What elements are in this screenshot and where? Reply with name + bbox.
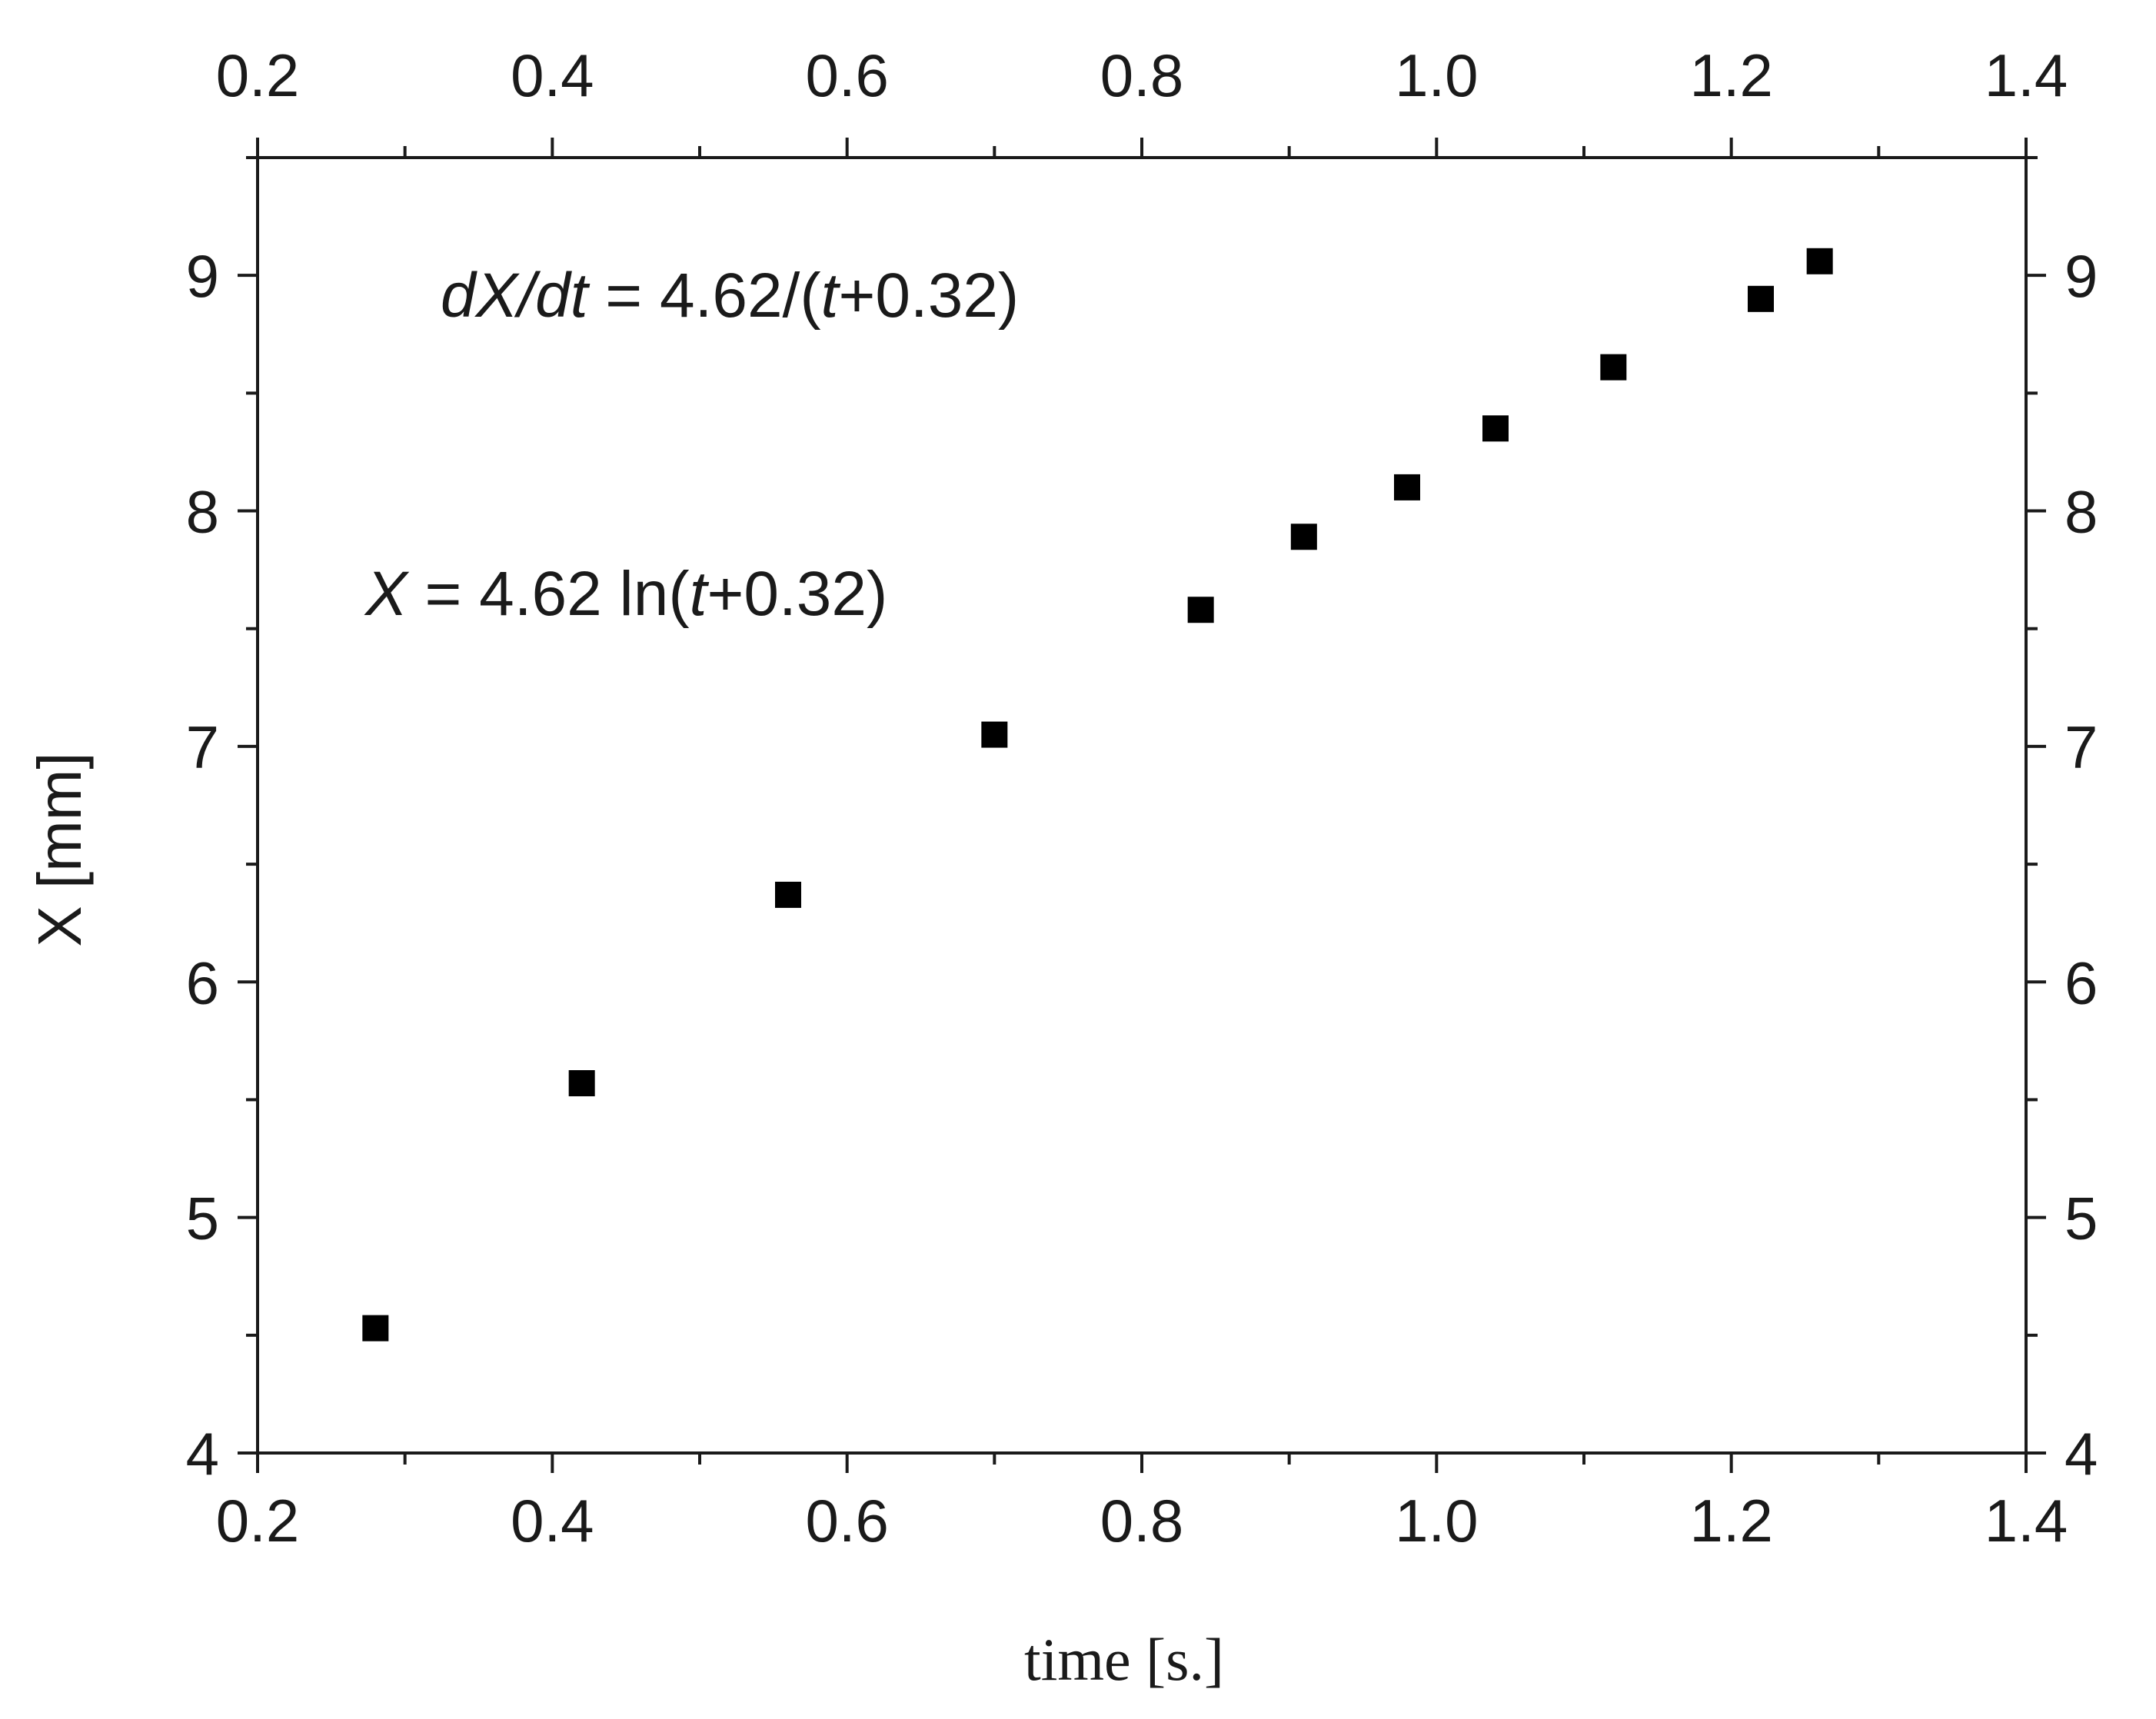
y-right-tick-label: 7: [2065, 713, 2098, 781]
function-x: X: [364, 559, 410, 629]
data-point: [568, 1070, 595, 1097]
plot-frame: [256, 156, 2028, 1455]
x-tick-label: 0.2: [216, 1487, 299, 1554]
y-axis-label: X [mm]: [25, 752, 94, 946]
data-point: [981, 721, 1008, 748]
x-tick-label: 0.4: [511, 1487, 594, 1554]
x-tick-label: 0.6: [805, 1487, 888, 1554]
data-point: [1600, 354, 1627, 381]
y-right-tick-label: 6: [2065, 949, 2098, 1016]
derivative-equation: dX/dt = 4.62/(t+0.32): [441, 261, 1019, 331]
y-right-tick-label: 5: [2065, 1185, 2098, 1252]
x-top-tick-label: 1.0: [1395, 42, 1478, 109]
function-rest-a: = 4.62 ln(: [408, 559, 690, 629]
x-tick-label: 0.8: [1100, 1487, 1183, 1554]
data-point: [1394, 474, 1420, 500]
derivative-dx: dX: [441, 261, 521, 331]
y-right-tick-label: 8: [2065, 478, 2098, 546]
data-point: [1482, 415, 1509, 442]
y-tick-label: 9: [186, 242, 219, 310]
function-equation: X = 4.62 ln(t+0.32): [364, 559, 887, 629]
data-point: [1187, 597, 1214, 623]
derivative-t: t: [821, 261, 841, 331]
y-tick-label: 5: [186, 1185, 219, 1252]
x-top-tick-label: 0.8: [1100, 42, 1183, 109]
derivative-rest-a: = 4.62/(: [588, 261, 821, 331]
y-axis-right: 4 5 6 7 8 9: [2026, 156, 2098, 1488]
x-tick-label: 1.0: [1395, 1487, 1478, 1554]
y-tick-label: 6: [186, 949, 219, 1016]
x-tick-label: 1.2: [1689, 1487, 1772, 1554]
x-top-tick-label: 1.2: [1689, 42, 1772, 109]
x-axis-top: 0.2 0.4 0.6 0.8 1.0 1.2 1.4: [216, 42, 2068, 158]
y-axis-left: 4 5 6 7 8 9: [186, 156, 258, 1488]
y-right-tick-label: 4: [2065, 1420, 2098, 1488]
data-points: [362, 248, 1833, 1342]
x-tick-label: 1.4: [1985, 1487, 2068, 1554]
derivative-dt: dt: [535, 261, 591, 331]
x-axis-bottom: 0.2 0.4 0.6 0.8 1.0 1.2 1.4: [216, 1453, 2068, 1554]
x-top-tick-label: 1.4: [1985, 42, 2068, 109]
data-point: [362, 1315, 389, 1342]
function-t: t: [690, 559, 710, 629]
derivative-rest-b: +0.32): [838, 261, 1019, 331]
y-tick-label: 7: [186, 713, 219, 781]
x-top-tick-label: 0.4: [511, 42, 594, 109]
y-right-tick-label: 9: [2065, 242, 2098, 310]
function-rest-b: +0.32): [707, 559, 887, 629]
x-axis-label: time [s.]: [1024, 1626, 1224, 1693]
y-tick-label: 8: [186, 478, 219, 546]
data-point: [1806, 248, 1833, 274]
x-top-tick-label: 0.2: [216, 42, 299, 109]
y-tick-label: 4: [186, 1420, 219, 1488]
data-point: [1748, 285, 1774, 312]
data-point: [1290, 524, 1317, 550]
x-top-tick-label: 0.6: [805, 42, 888, 109]
data-point: [775, 881, 801, 908]
